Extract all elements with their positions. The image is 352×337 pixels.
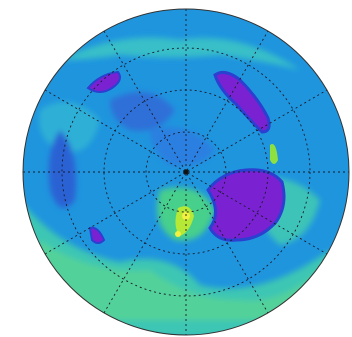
polar-map xyxy=(0,0,352,337)
pole xyxy=(184,170,189,175)
field xyxy=(0,0,352,337)
page: (() => { const data = JSON.parse(documen… xyxy=(0,0,352,337)
yellow-spot xyxy=(175,231,181,237)
